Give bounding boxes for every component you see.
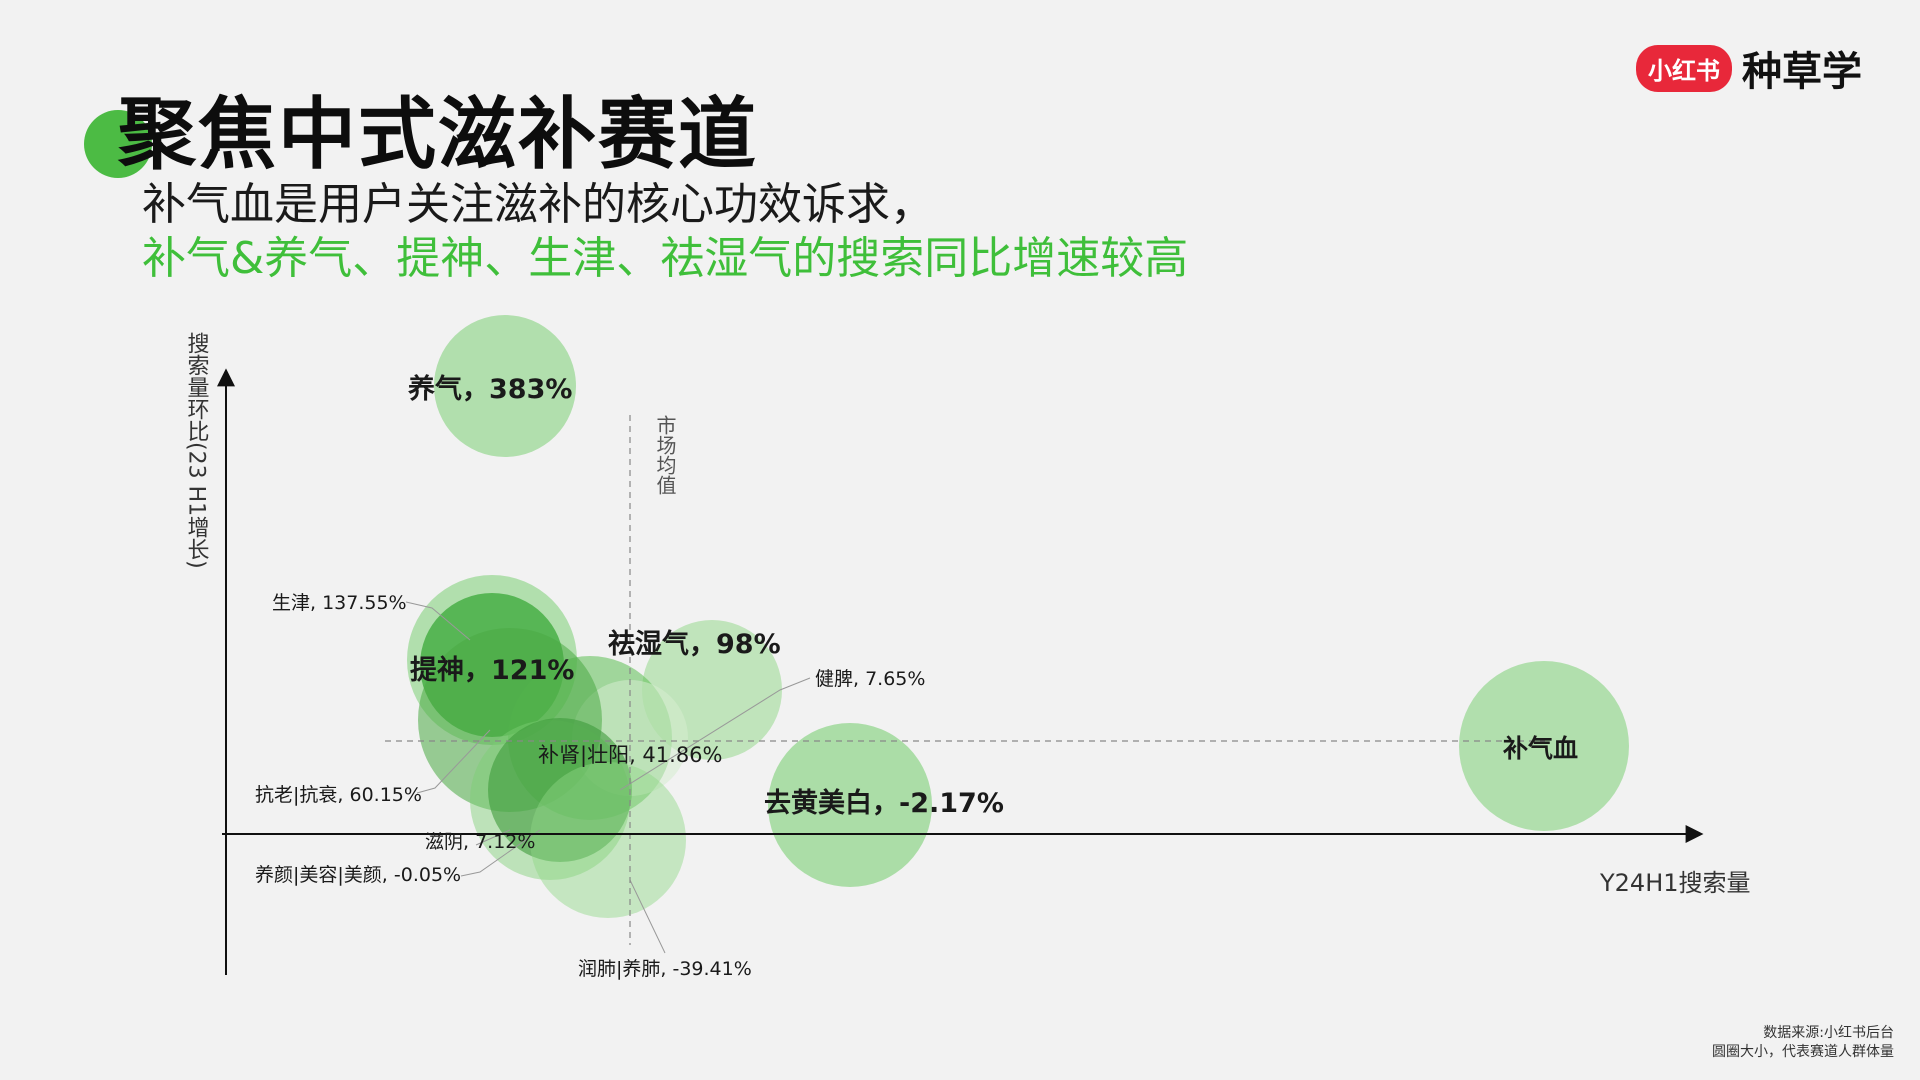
bubble-label-6: 抗老|抗衰, 60.15% xyxy=(255,784,422,806)
bubble-label-4: 健脾, 7.65% xyxy=(815,668,925,690)
leader-line-6 xyxy=(416,729,491,794)
bubble-0 xyxy=(434,315,576,457)
subtitle-line-2: 补气&养气、提神、生津、祛湿气的搜索同比增速较高 xyxy=(142,233,1189,284)
leader-line-7 xyxy=(475,829,511,846)
bubble-label-5: 补肾|壮阳, 41.86% xyxy=(538,743,723,768)
bubble-11 xyxy=(1459,661,1629,831)
leader-line-4 xyxy=(619,677,811,791)
bubble-label-11: 补气血 xyxy=(1503,734,1578,763)
bubble-size-note: 圆圈大小，代表赛道人群体量 xyxy=(1712,1044,1894,1060)
bubble-8 xyxy=(488,718,632,862)
bubble-label-8: 养颜|美容|美颜, -0.05% xyxy=(255,864,461,886)
footnote: 数据来源:小红书后台 圆圈大小，代表赛道人群体量 xyxy=(1712,1024,1894,1062)
bubble-label-3: 祛湿气，98% xyxy=(608,628,781,660)
bubble-label-9: 润肺|养肺, -39.41% xyxy=(578,958,752,980)
page-title: 聚焦中式滋补赛道 xyxy=(118,90,759,180)
bubble-layer xyxy=(407,315,1629,918)
bubble-label-1: 生津, 137.55% xyxy=(272,592,407,614)
bubble-label-7: 滋阴, 7.12% xyxy=(425,831,535,853)
bubble-label-layer: 养气，383% 生津, 137.55% 提神，121% 祛湿气，98% 健脾, 7.65… xyxy=(255,373,1578,980)
subtitle-line-1: 补气血是用户关注滋补的核心功效诉求， xyxy=(142,179,934,230)
leader-line-1 xyxy=(405,601,471,641)
leader-line-9 xyxy=(629,879,666,954)
title-accent-dot xyxy=(84,110,152,178)
market-average-label: 市场均值 xyxy=(653,415,677,495)
bubble-label-2: 提神，121% xyxy=(410,655,574,686)
bubble-9 xyxy=(530,762,686,918)
brand-badge: 小红书 xyxy=(1636,44,1732,92)
bubble-label-0: 养气，383% xyxy=(408,373,572,405)
x-axis-label: Y24H1搜索量 xyxy=(1599,869,1751,897)
bubble-label-10: 去黄美白，-2.17% xyxy=(764,787,1004,819)
data-source-note: 数据来源:小红书后台 xyxy=(1763,1025,1894,1041)
bubble-10 xyxy=(768,723,932,887)
leader-line-layer xyxy=(405,601,811,954)
brand-name: 种草学 xyxy=(1742,49,1862,95)
brand-logo: 小红书 种草学 xyxy=(1636,44,1862,95)
leader-line-8 xyxy=(460,829,541,877)
y-axis-label: 搜索量环比(23 H1增长) xyxy=(184,332,210,569)
